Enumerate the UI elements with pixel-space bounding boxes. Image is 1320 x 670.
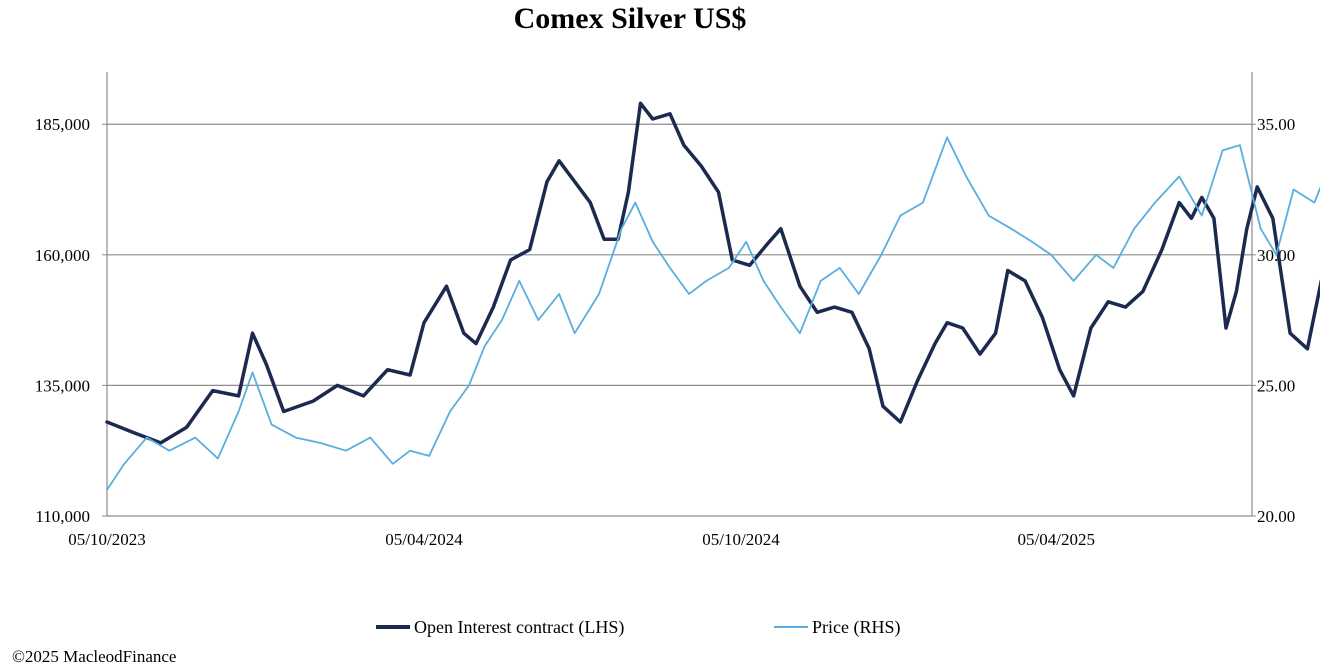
right-tick-label: 35.00 xyxy=(1257,115,1295,134)
x-tick-label: 05/04/2025 xyxy=(1018,530,1095,549)
axes xyxy=(106,72,1253,517)
legend-label-open-interest: Open Interest contract (LHS) xyxy=(414,617,624,638)
left-tick-label: 135,000 xyxy=(35,376,90,395)
right-tick-label: 20.00 xyxy=(1257,507,1295,526)
chart-title: Comex Silver US$ xyxy=(514,2,747,35)
gridlines xyxy=(107,123,1252,387)
x-tick-label: 05/10/2023 xyxy=(68,530,145,549)
left-tick-label: 185,000 xyxy=(35,115,90,134)
series-line-price xyxy=(106,136,1320,491)
right-tick-label: 25.00 xyxy=(1257,376,1295,395)
x-axis-ticks: 05/10/2023 05/04/2024 05/10/2024 05/04/2025 xyxy=(68,530,1095,549)
legend-label-price: Price (RHS) xyxy=(812,617,901,638)
left-tick-label: 110,000 xyxy=(35,507,90,526)
legend: Open Interest contract (LHS) Price (RHS) xyxy=(376,617,901,638)
series-line-open-interest xyxy=(105,101,1320,445)
left-axis-ticks: 110,000 135,000 160,000 185,000 xyxy=(35,115,107,526)
x-tick-label: 05/10/2024 xyxy=(702,530,780,549)
left-tick-label: 160,000 xyxy=(35,246,90,265)
x-tick-label: 05/04/2024 xyxy=(385,530,463,549)
series-lines xyxy=(105,101,1320,491)
copyright: ©2025 MacleodFinance xyxy=(12,647,176,666)
